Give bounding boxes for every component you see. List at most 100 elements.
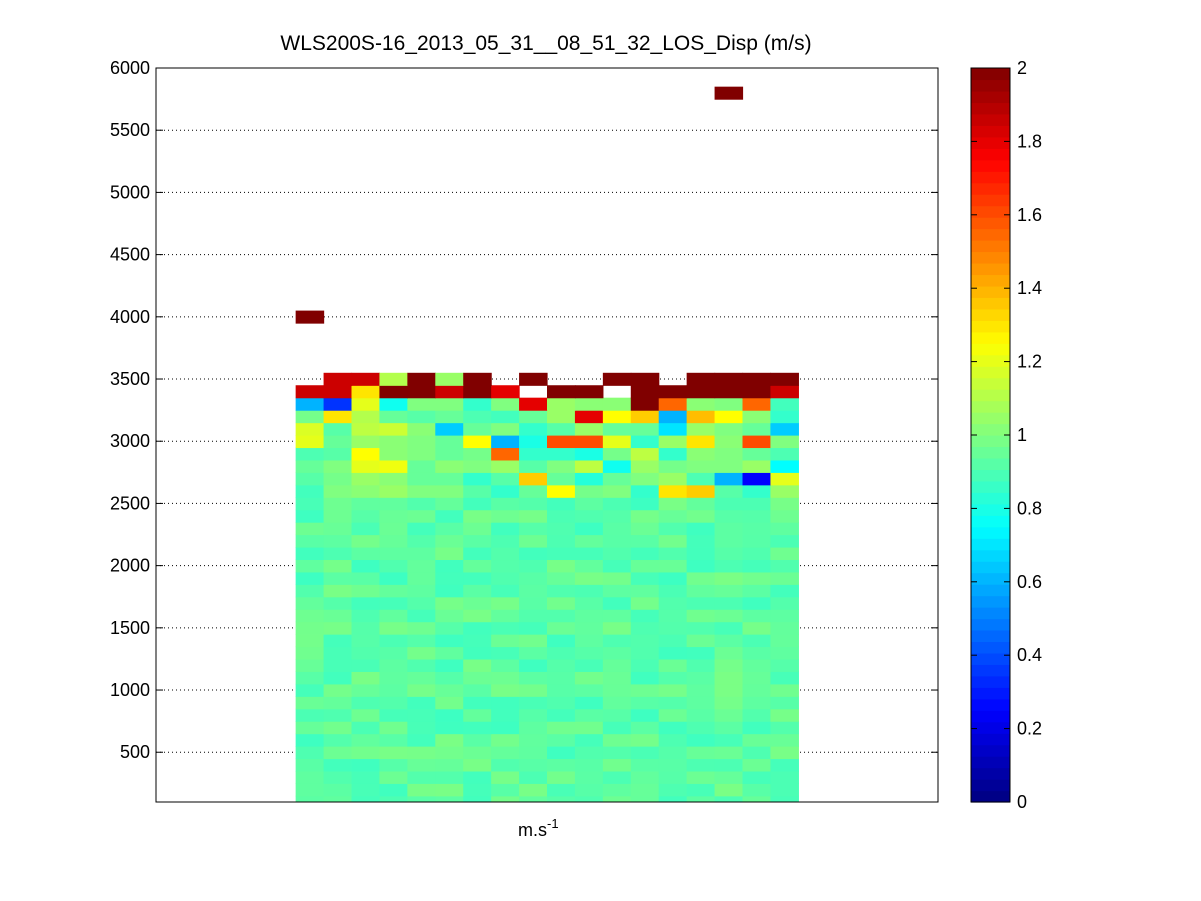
heatmap-cell — [770, 472, 799, 486]
y-tick-label: 3000 — [110, 431, 150, 451]
heatmap-cell — [686, 609, 716, 623]
heatmap-cell — [770, 546, 799, 561]
colorbar-swatch — [971, 767, 1010, 780]
heatmap-cell — [714, 86, 744, 100]
heatmap-cell — [574, 696, 604, 710]
heatmap-cell — [295, 484, 325, 498]
heatmap-cell — [630, 770, 660, 784]
colorbar-swatch — [971, 423, 1010, 436]
heatmap-cell — [323, 410, 353, 424]
heatmap-cell — [351, 472, 381, 486]
colorbar-swatch — [971, 538, 1010, 551]
heatmap-cell — [574, 472, 604, 486]
heatmap-cell — [351, 559, 381, 573]
heatmap-cell — [519, 596, 548, 610]
heatmap-cell — [463, 459, 492, 473]
colorbar-swatch — [971, 641, 1010, 654]
colorbar-swatch — [971, 285, 1010, 298]
heatmap-cell — [435, 671, 464, 685]
heatmap-cell — [686, 646, 716, 660]
colorbar-swatch — [971, 698, 1010, 711]
heatmap-cell — [714, 795, 744, 802]
heatmap-cell — [658, 497, 688, 511]
heatmap-cell — [630, 634, 660, 648]
heatmap-cell — [323, 609, 353, 623]
heatmap-cell — [658, 683, 688, 697]
heatmap-cell — [547, 770, 576, 784]
heatmap-cell — [519, 646, 548, 660]
colorbar — [971, 68, 1010, 803]
heatmap-cell — [770, 658, 799, 672]
heatmap-cell — [658, 484, 688, 498]
heatmap-cell — [379, 534, 408, 548]
heatmap-cell — [658, 658, 688, 672]
heatmap-cell — [351, 696, 381, 710]
heatmap-cell — [295, 410, 325, 424]
heatmap-cell — [547, 435, 576, 449]
heatmap-cell — [658, 472, 688, 486]
heatmap-cell — [463, 397, 492, 411]
heatmap-cell — [547, 683, 576, 697]
heatmap-cell — [602, 721, 632, 735]
colorbar-swatch — [971, 182, 1010, 195]
heatmap-cell — [602, 584, 632, 598]
heatmap-cell — [714, 559, 744, 573]
heatmap-cell — [491, 634, 520, 648]
heatmap-cell — [295, 621, 325, 635]
colorbar-swatch — [971, 400, 1010, 413]
heatmap-cell — [658, 571, 688, 585]
heatmap-cell — [547, 621, 576, 635]
heatmap-cell — [742, 459, 772, 473]
colorbar-swatch — [971, 125, 1010, 138]
heatmap-cell — [630, 472, 660, 486]
heatmap-cell — [742, 385, 772, 399]
heatmap-cell — [658, 634, 688, 648]
heatmap-cell — [519, 559, 548, 573]
heatmap-cell — [770, 770, 799, 784]
heatmap-cell — [714, 746, 744, 760]
heatmap-cell — [742, 733, 772, 747]
heatmap-cell — [574, 721, 604, 735]
heatmap-cell — [574, 708, 604, 722]
heatmap-cell — [379, 596, 408, 610]
heatmap-cell — [630, 497, 660, 511]
heatmap-cell — [435, 733, 464, 747]
heatmap-cell — [714, 596, 744, 610]
heatmap-cell — [491, 795, 520, 802]
heatmap-cell — [491, 696, 520, 710]
heatmap-cell — [686, 397, 716, 411]
heatmap-cell — [742, 447, 772, 461]
heatmap-cell — [295, 733, 325, 747]
y-tick-label: 2500 — [110, 493, 150, 513]
heatmap-cell — [770, 609, 799, 623]
heatmap-cell — [742, 708, 772, 722]
heatmap-cell — [630, 758, 660, 772]
heatmap-cell — [323, 783, 353, 797]
heatmap-cell — [491, 758, 520, 772]
heatmap-cell — [435, 459, 464, 473]
heatmap-cell — [770, 795, 799, 802]
heatmap-cell — [351, 459, 381, 473]
heatmap-cell — [686, 447, 716, 461]
y-tick-label: 4000 — [110, 307, 150, 327]
heatmap-cell — [295, 746, 325, 760]
heatmap-cell — [351, 435, 381, 449]
heatmap-cell — [379, 795, 408, 802]
heatmap-cell — [742, 497, 772, 511]
heatmap-cell — [519, 758, 548, 772]
heatmap-cell — [770, 721, 799, 735]
heatmap-cell — [295, 497, 325, 511]
heatmap-cell — [379, 634, 408, 648]
heatmap-cell — [295, 447, 325, 461]
heatmap-cell — [435, 497, 464, 511]
heatmap-cell — [463, 584, 492, 598]
heatmap-cell — [323, 658, 353, 672]
colorbar-swatch — [971, 90, 1010, 104]
heatmap-cell — [686, 472, 716, 486]
heatmap-cell — [686, 372, 716, 386]
heatmap-cell — [770, 634, 799, 648]
heatmap-cell — [295, 522, 325, 536]
heatmap-cell — [658, 746, 688, 760]
heatmap-cell — [407, 609, 436, 623]
